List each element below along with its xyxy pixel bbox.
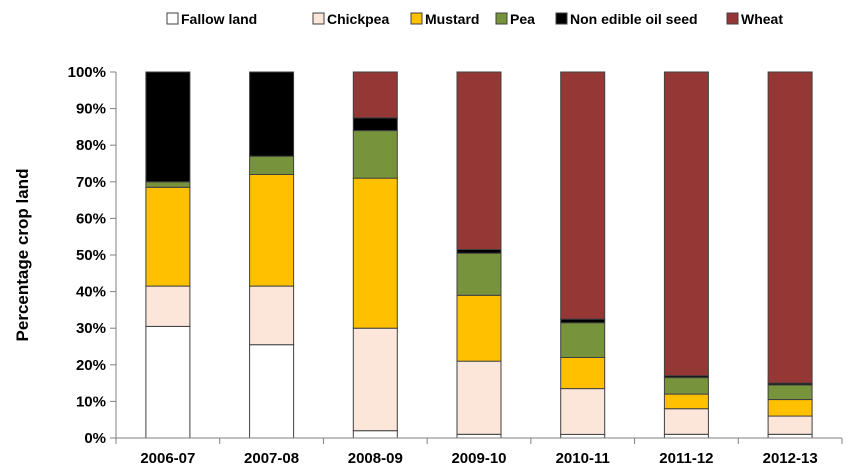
bar-segment-wheat [767, 71, 813, 384]
legend-swatch-non-edible-oil-seed [555, 12, 568, 25]
y-tick-label: 50% [76, 247, 106, 264]
y-tick-label: 10% [76, 393, 106, 410]
bar-segment-wheat [456, 71, 502, 250]
y-tick-label: 100% [68, 64, 106, 81]
bar-segment-mustard [352, 177, 398, 329]
bar-segment-non-edible-oil-seed [456, 249, 502, 254]
legend-swatch-wheat [726, 12, 739, 25]
bar-segment-chickpea [145, 285, 191, 327]
bar-segment-wheat [560, 71, 606, 320]
x-tick-label: 2007-08 [244, 450, 299, 467]
bar-segment-pea [456, 252, 502, 296]
y-tick-label: 90% [76, 101, 106, 118]
legend-label: Pea [510, 11, 535, 27]
bar-segment-chickpea [767, 415, 813, 435]
bar-segment-pea [560, 322, 606, 359]
y-axis-title: Percentage crop land [13, 169, 32, 342]
y-tick-label: 30% [76, 320, 106, 337]
bar-segment-chickpea [560, 388, 606, 435]
bar-segment-fallow-land [352, 430, 398, 439]
y-tick-label: 80% [76, 137, 106, 154]
axes: 2006-07 2007-08 2008-09 2009-10 2010-11 2011-… [68, 64, 843, 467]
bar-segment-fallow-land [663, 433, 709, 439]
bar-segment-mustard [767, 399, 813, 417]
bar-segment-pea [249, 155, 295, 175]
bar-segment-mustard [663, 393, 709, 410]
legend-label: Chickpea [327, 11, 389, 27]
bar-segment-non-edible-oil-seed [560, 318, 606, 324]
x-tick-label: 2012-13 [763, 450, 818, 467]
bar-segment-pea [663, 377, 709, 395]
legend-swatch-mustard [410, 12, 423, 25]
bar-segment-mustard [145, 186, 191, 287]
bar-segment-chickpea [249, 285, 295, 346]
bar-segment-mustard [560, 357, 606, 390]
bar-segment-pea [145, 181, 191, 188]
bar-segment-mustard [249, 174, 295, 287]
bar-segment-wheat [352, 71, 398, 119]
bar-segment-non-edible-oil-seed [249, 71, 295, 157]
x-tick-label: 2009-10 [451, 450, 506, 467]
x-tick-label: 2008-09 [348, 450, 403, 467]
legend-label: Wheat [741, 11, 783, 27]
bar-segment-mustard [456, 294, 502, 362]
bar-segment-fallow-land [767, 433, 813, 439]
legend-label: Fallow land [181, 11, 257, 27]
y-tick-label: 60% [76, 210, 106, 227]
bar-segment-fallow-land [249, 344, 295, 439]
x-tick-label: 2006-07 [140, 450, 195, 467]
bar-segment-fallow-land [456, 433, 502, 439]
y-tick-label: 20% [76, 357, 106, 374]
bar-segment-chickpea [456, 360, 502, 435]
x-tick-label: 2010-11 [556, 450, 610, 467]
bar-segment-non-edible-oil-seed [145, 71, 191, 183]
y-tick-label: 40% [76, 284, 106, 301]
bar-segment-chickpea [663, 408, 709, 435]
legend-label: Non edible oil seed [570, 11, 698, 27]
legend: Fallow land Chickpea Mustard Pea Non edible … [166, 11, 783, 27]
y-tick-label: 0% [84, 430, 106, 447]
bar-segment-pea [352, 130, 398, 179]
legend-swatch-chickpea [312, 12, 325, 25]
bars [145, 71, 813, 439]
y-tick-label: 70% [76, 174, 106, 191]
bar-segment-fallow-land [145, 325, 191, 439]
bar-segment-non-edible-oil-seed [352, 117, 398, 132]
legend-swatch-fallow-land [166, 12, 179, 25]
legend-swatch-pea [495, 12, 508, 25]
x-tick-label: 2011-12 [659, 450, 713, 467]
legend-label: Mustard [425, 11, 479, 27]
bar-segment-pea [767, 384, 813, 400]
bar-segment-wheat [663, 71, 709, 377]
bar-segment-chickpea [352, 327, 398, 432]
